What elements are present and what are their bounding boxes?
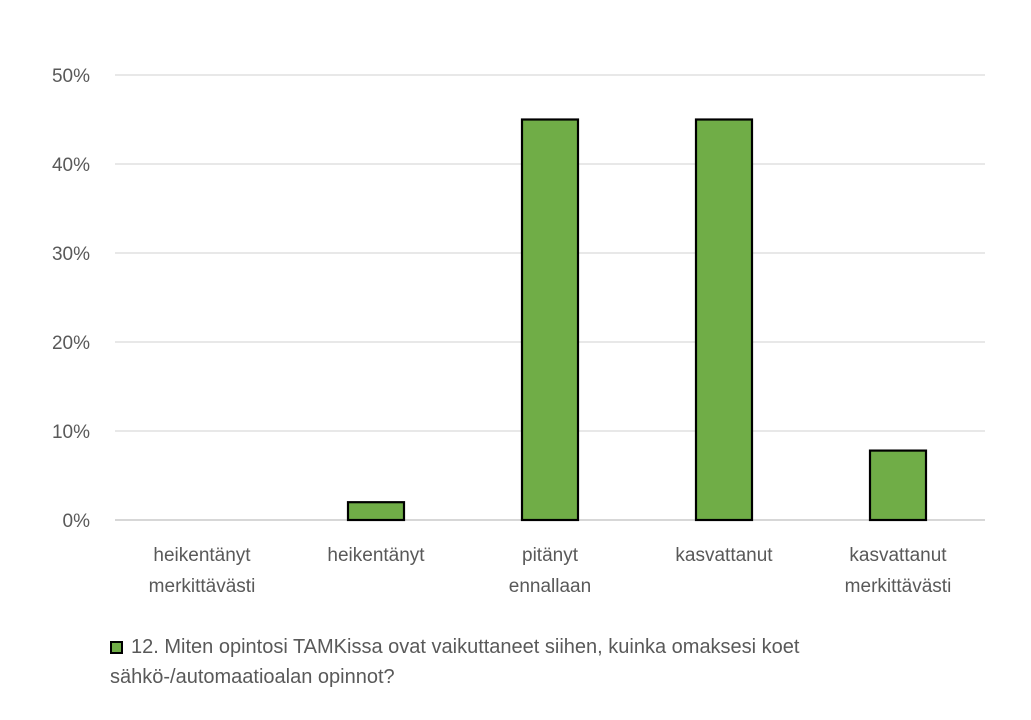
legend-swatch bbox=[110, 641, 123, 654]
bar bbox=[346, 501, 406, 522]
y-tick-label: 50% bbox=[52, 66, 90, 87]
x-category-label: kasvattanut bbox=[675, 545, 773, 566]
x-axis-category-labels: heikentänyt merkittävästi heikentänyt pitän… bbox=[149, 545, 952, 597]
bars bbox=[346, 118, 928, 522]
y-tick-label: 30% bbox=[52, 244, 90, 265]
bar bbox=[520, 118, 580, 522]
y-axis-tick-labels: 0% 10% 20% 30% 40% 50% bbox=[52, 66, 90, 532]
y-tick-label: 20% bbox=[52, 333, 90, 354]
y-tick-label: 10% bbox=[52, 422, 90, 443]
x-category-label: heikentänyt bbox=[327, 545, 425, 566]
y-tick-label: 0% bbox=[63, 511, 91, 532]
x-category-label: kasvattanut merkittävästi bbox=[845, 545, 952, 597]
legend-label: 12. Miten opintosi TAMKissa ovat vaikutt… bbox=[110, 636, 800, 688]
legend: 12. Miten opintosi TAMKissa ovat vaikutt… bbox=[110, 632, 990, 692]
x-category-label: pitänyt ennallaan bbox=[509, 545, 591, 597]
bar bbox=[694, 118, 754, 522]
y-tick-label: 40% bbox=[52, 155, 90, 176]
x-category-label: heikentänyt merkittävästi bbox=[149, 545, 256, 597]
bar bbox=[868, 449, 928, 522]
